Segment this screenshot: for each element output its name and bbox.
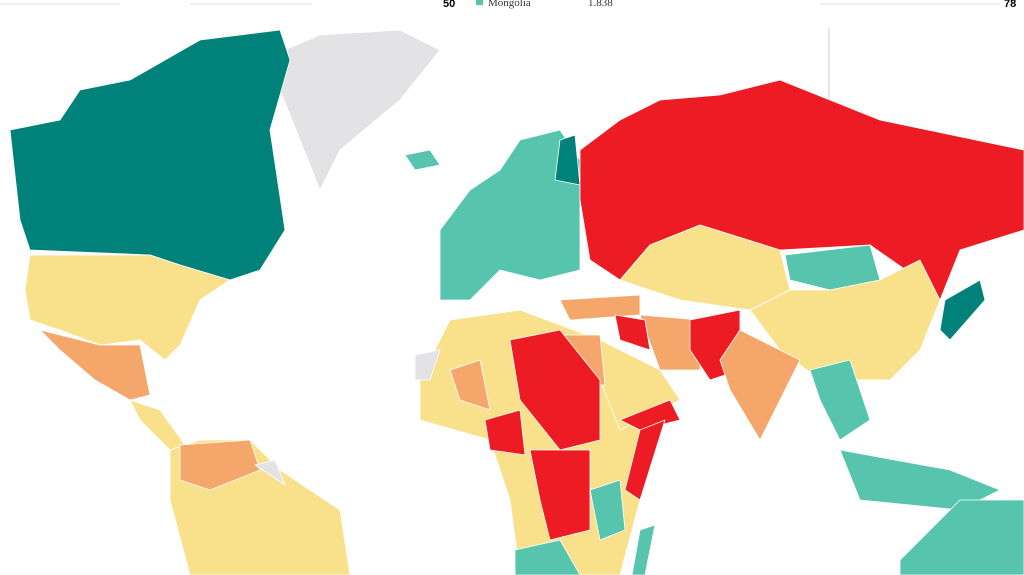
legend-value: 1.838 xyxy=(588,0,613,9)
madagascar xyxy=(631,524,656,575)
sudan-chad xyxy=(509,329,601,451)
western-sahara xyxy=(414,349,441,381)
southern-africa xyxy=(514,539,581,575)
southeast-asia xyxy=(809,359,871,441)
countries xyxy=(9,29,1024,575)
mexico xyxy=(39,329,151,401)
finland xyxy=(554,134,581,186)
mali xyxy=(449,359,491,411)
iran xyxy=(639,314,701,371)
iraq-syria xyxy=(614,314,651,351)
venezuela-colombia xyxy=(179,439,261,491)
central-asia xyxy=(619,224,791,311)
yemen xyxy=(619,399,681,431)
somalia xyxy=(624,419,666,501)
india xyxy=(719,329,801,441)
canada xyxy=(9,29,291,281)
congo xyxy=(529,449,591,541)
nigeria xyxy=(484,409,526,456)
guyana xyxy=(254,459,286,486)
australia xyxy=(899,499,1024,575)
legend-country: Mongolia xyxy=(488,0,531,9)
legend-swatch xyxy=(476,0,483,5)
tanzania xyxy=(589,479,626,541)
turkey xyxy=(559,294,641,321)
greenland xyxy=(259,29,441,191)
score-right: 78 xyxy=(1004,0,1016,10)
usa xyxy=(24,254,231,361)
china xyxy=(749,259,941,381)
score-left: 50 xyxy=(443,0,455,10)
japan xyxy=(939,279,986,341)
iceland xyxy=(404,149,441,171)
europe xyxy=(439,129,581,301)
central-america xyxy=(129,399,186,451)
